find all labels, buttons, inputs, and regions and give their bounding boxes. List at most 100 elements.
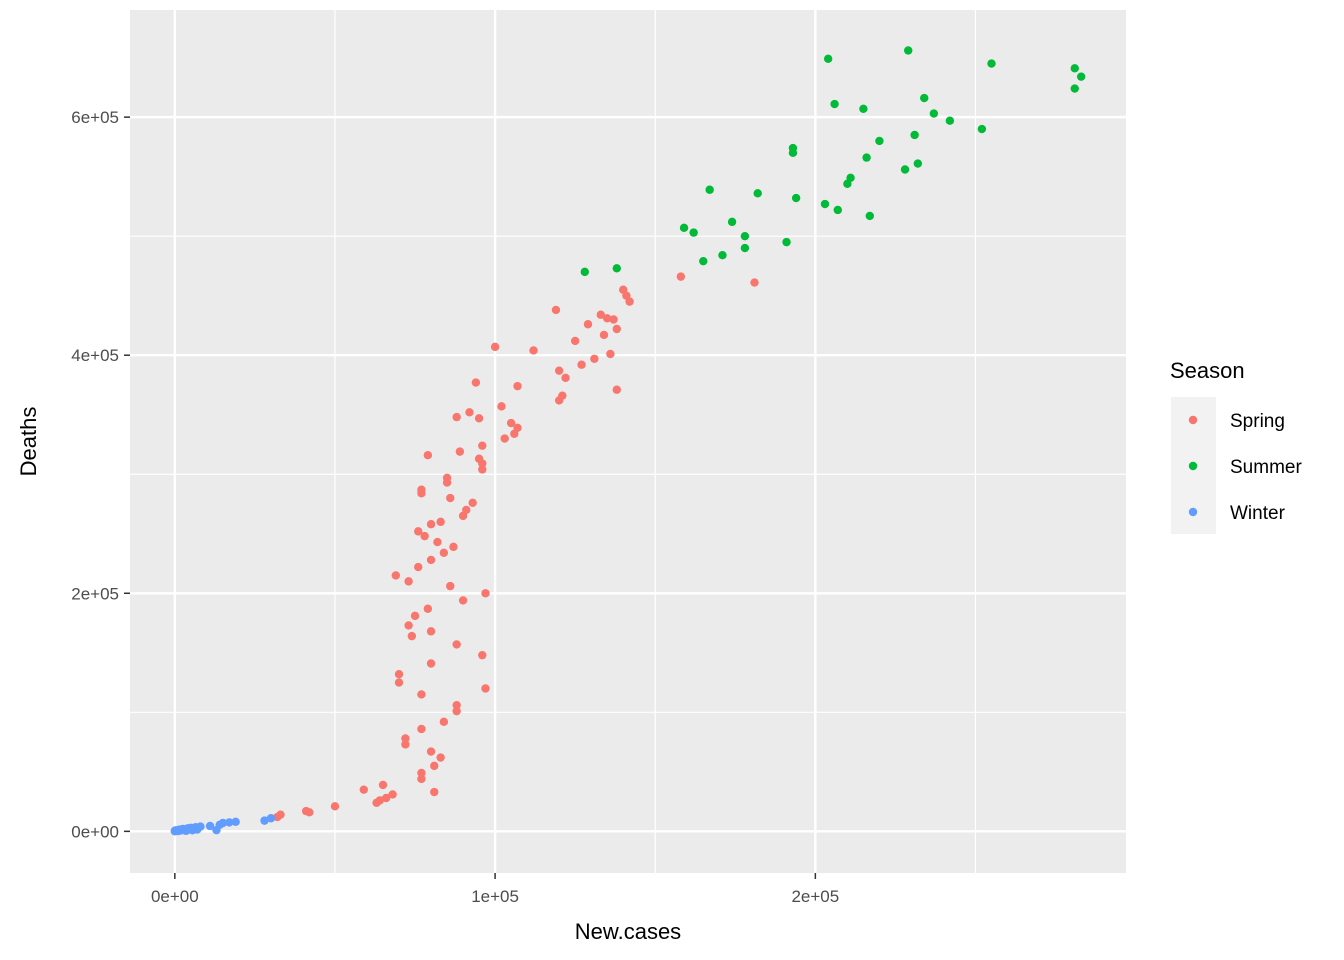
point-spring — [394, 678, 404, 687]
point-spring — [417, 690, 426, 699]
point-spring — [378, 780, 388, 790]
point-summer — [910, 130, 919, 140]
legend-label-winter: Winter — [1230, 503, 1286, 524]
point-spring — [554, 366, 564, 375]
point-summer — [753, 189, 762, 198]
point-spring — [558, 391, 567, 400]
point-summer — [740, 231, 750, 241]
point-spring — [590, 354, 599, 363]
point-spring — [452, 640, 461, 649]
point-spring — [446, 493, 455, 503]
point-spring — [506, 418, 516, 428]
point-spring — [458, 596, 468, 605]
point-spring — [481, 589, 490, 598]
point-spring — [606, 349, 615, 359]
point-spring — [330, 802, 340, 811]
point-spring — [359, 785, 368, 794]
y-tick-label: 6e+05 — [71, 108, 119, 127]
point-spring — [420, 531, 429, 541]
point-spring — [401, 740, 410, 749]
legend-key-spring — [1188, 415, 1198, 425]
point-spring — [391, 571, 401, 580]
legend-label-spring: Spring — [1230, 411, 1285, 432]
x-tick-label: 0e+00 — [151, 887, 199, 906]
x-tick-label: 1e+05 — [471, 887, 519, 906]
point-summer — [830, 99, 839, 109]
legend: Season Spring Summer Winter — [1170, 358, 1302, 534]
point-spring — [465, 408, 474, 417]
point-spring — [388, 790, 397, 799]
y-tick-label: 2e+05 — [71, 584, 119, 603]
point-spring — [676, 272, 686, 281]
point-summer — [977, 124, 987, 134]
point-spring — [426, 659, 436, 668]
point-summer — [740, 243, 750, 253]
point-spring — [430, 787, 439, 797]
point-spring — [529, 346, 538, 355]
point-spring — [513, 381, 522, 391]
legend-items: Spring Summer Winter — [1188, 411, 1302, 524]
point-spring — [305, 808, 314, 817]
point-spring — [500, 434, 509, 443]
point-spring — [478, 459, 487, 468]
point-spring — [382, 793, 391, 803]
point-spring — [423, 604, 433, 613]
point-summer — [987, 59, 996, 68]
point-spring — [612, 385, 621, 394]
point-summer — [859, 104, 868, 113]
point-spring — [433, 537, 442, 547]
y-tick-label: 0e+00 — [71, 822, 119, 841]
point-winter — [266, 814, 276, 823]
point-spring — [417, 768, 426, 778]
point-spring — [478, 441, 487, 450]
point-spring — [478, 465, 487, 474]
point-spring — [602, 314, 612, 323]
point-spring — [561, 373, 570, 383]
point-summer — [846, 173, 855, 183]
point-spring — [750, 278, 759, 287]
point-spring — [471, 378, 481, 387]
point-spring — [452, 706, 461, 716]
point-spring — [455, 447, 465, 456]
point-summer — [679, 223, 689, 233]
point-spring — [468, 498, 477, 508]
point-summer — [820, 199, 830, 209]
point-summer — [875, 136, 884, 146]
point-spring — [439, 717, 449, 727]
point-spring — [410, 611, 420, 621]
point-spring — [426, 627, 436, 636]
point-winter — [231, 817, 240, 827]
point-winter — [205, 821, 215, 831]
point-summer — [782, 237, 791, 247]
point-summer — [791, 193, 801, 203]
point-summer — [862, 153, 871, 162]
point-spring — [417, 724, 426, 734]
point-spring — [417, 485, 426, 494]
point-spring — [414, 527, 423, 536]
point-spring — [452, 412, 461, 422]
legend-label-summer: Summer — [1230, 457, 1302, 478]
point-summer — [913, 159, 923, 168]
legend-key-summer — [1188, 461, 1198, 471]
point-spring — [394, 670, 404, 679]
point-spring — [436, 753, 445, 762]
point-spring — [490, 342, 500, 352]
point-summer — [612, 264, 621, 273]
point-spring — [446, 581, 455, 591]
point-summer — [580, 267, 589, 277]
x-axis: 0e+00 1e+05 2e+05 — [151, 873, 839, 906]
point-summer — [945, 116, 955, 125]
point-spring — [625, 297, 634, 306]
y-axis-title: Deaths — [16, 407, 41, 477]
x-tick-label: 2e+05 — [791, 887, 839, 906]
point-spring — [423, 450, 433, 460]
point-winter — [196, 822, 205, 831]
point-spring — [474, 414, 484, 423]
point-spring — [442, 473, 452, 483]
point-spring — [407, 631, 417, 641]
point-summer — [833, 205, 842, 215]
point-spring — [436, 517, 445, 527]
point-summer — [727, 217, 737, 227]
point-summer — [699, 256, 708, 266]
